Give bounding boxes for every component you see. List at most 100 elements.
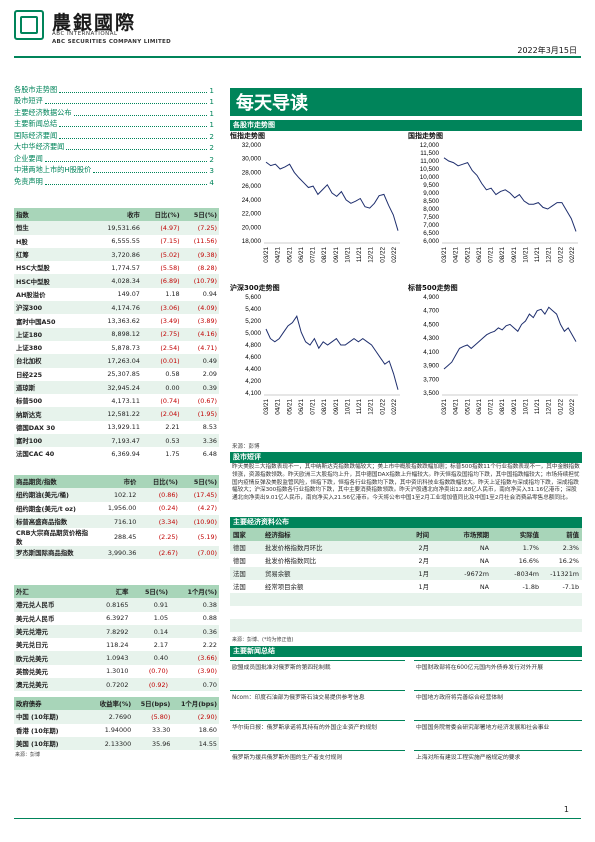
news-item[interactable]: 上海对所有建设工程实施严格规定的要求 [414, 750, 582, 780]
x-tick-label: 12/21 [368, 247, 375, 263]
table-cell: (3.90) [197, 667, 217, 676]
x-tick-label: 10/21 [522, 399, 529, 415]
table-cell: 美元兑日元 [16, 641, 48, 650]
table-cell: 33.30 [152, 726, 171, 735]
table-header-cell: 5日(%) [130, 585, 171, 599]
table-cell: (9.38) [181, 247, 219, 262]
econ-cell: -7.1b [562, 582, 579, 591]
y-tick-label: 20,000 [242, 224, 262, 231]
toc-item[interactable]: 中港两地上市的H股股价 3 [14, 164, 214, 175]
brand-name-cn: 農銀國際 [52, 12, 137, 34]
econ-header-cell: 前值 [542, 528, 582, 541]
table-cell: 中国 (10年期) [14, 710, 92, 724]
table-cell: 4,028.34 [91, 274, 142, 288]
econ-empty-cell [262, 619, 382, 632]
econ-cell: 1月 [382, 567, 432, 580]
table-cell: 0.91 [130, 598, 171, 612]
econ-empty-row [230, 593, 582, 606]
table-row: HSC大型股 1,774.57 (5.58) (8.28) [14, 261, 219, 274]
y-tick-label: 3,700 [423, 376, 439, 383]
table-row: AH股溢价 149.07 1.18 0.94 [14, 288, 219, 301]
table-header-cell: 5日(%) [181, 208, 219, 222]
toc-item-label: 企业要闻 [14, 153, 43, 163]
y-tick-label: 32,000 [242, 142, 262, 149]
charts-area: 恒指走势图 32,000 30,000 28,000 26,000 24,000 22,00… [230, 131, 582, 434]
table-cell: (4.97) [141, 221, 182, 235]
table-cell: 罗杰斯国际商品指数 [14, 546, 92, 560]
toc-leader [93, 172, 208, 173]
page-title: 每天导读 [236, 93, 308, 114]
chart-title: 国指走势图 [408, 132, 443, 140]
table-cell: (0.24) [158, 504, 178, 513]
x-tick-label: 09/21 [333, 247, 340, 263]
y-tick-label: 10,000 [420, 174, 440, 181]
table-cell: 香港 (10年期) [16, 726, 59, 735]
toc-item[interactable]: 主要经济数据公布 1 [14, 106, 214, 118]
news-item[interactable]: 中国国务院常委会研究部署地方经济发展和社会事业 [414, 720, 582, 750]
table-row: 澳元兑美元 0.7202 (0.92) 0.70 [14, 678, 219, 692]
brand-name-en: ABC INTERNATIONAL [52, 31, 118, 37]
table-cell: 0.53 [141, 434, 182, 448]
x-tick-label: 07/21 [310, 247, 317, 263]
table-cell: 0.38 [170, 598, 219, 612]
table-row: 美元兑日元 118.24 2.17 2.22 [14, 638, 219, 651]
toc-item[interactable]: 大中华经济要闻 2 [14, 141, 214, 152]
commentary-text: 昨天美股三大指数表现不一，其中纳斯达克指数跌幅较大；美上市中概股指数跌幅加剧；标… [232, 464, 580, 502]
news-item[interactable]: 华尔街日报：俄罗斯承诺将其持有的外国企业资产的规划 [230, 720, 405, 750]
econ-cell: 法国 [233, 583, 246, 591]
news-item[interactable]: 中国财政部将在600亿元国内外债券发行对外开展 [414, 660, 582, 690]
brand-subtitle-en: ABC SECURITIES COMPANY LIMITED [52, 39, 171, 45]
table-cell: 32,945.24 [91, 380, 142, 395]
econ-empty-cell [432, 593, 492, 606]
toc-item[interactable]: 国际经济要闻 2 [14, 129, 214, 141]
econ-source: 来源：彭博、(*均为修正值) [232, 637, 294, 643]
toc-item[interactable]: 股市短评 1 [14, 95, 214, 106]
y-tick-label: 4,900 [423, 294, 439, 301]
table-cell: (11.56) [193, 237, 217, 246]
y-tick-label: 28,000 [242, 169, 262, 176]
fx-table: 外汇 汇率 5日(%) 1个月(%) 港元兑人民币 0.8165 0.91 0.38 美元兑人民… [14, 585, 219, 692]
table-cell: (4.27) [197, 504, 217, 513]
table-cell: 149.07 [117, 290, 140, 299]
table-header-cell: 1个月(%) [170, 585, 219, 599]
table-cell: 102.12 [91, 488, 139, 502]
table-cell: 2.7690 [91, 710, 134, 724]
x-tick-label: 11/21 [356, 399, 363, 415]
table-row: 日经225 25,307.85 0.58 2.09 [14, 368, 219, 381]
news-item[interactable]: 欧盟成员国批准对俄罗斯的第四轮制裁 [230, 660, 405, 690]
table-cell: 0.8165 [91, 598, 131, 612]
table-cell: 法国CAC 40 [16, 450, 55, 459]
news-item[interactable]: 中国地方政府将完善综合经营体制 [414, 690, 582, 720]
y-tick-label: 6,000 [423, 238, 439, 245]
table-cell: 日经225 [16, 370, 43, 379]
table-cell: 35.96 [133, 736, 173, 751]
toc-item[interactable]: 免责声明 4 [14, 175, 214, 187]
econ-empty-row [230, 606, 582, 619]
table-row: HSC中型股 4,028.34 (6.89) (10.79) [14, 274, 219, 288]
toc-item[interactable]: 主要新闻总结 1 [14, 118, 214, 129]
table-cell: (8.28) [197, 263, 217, 272]
news-section-header: 主要新闻总结 [230, 646, 582, 657]
x-tick-label: 02/22 [391, 247, 398, 263]
toc-item[interactable]: 企业要闻 2 [14, 152, 214, 164]
table-cell: 英镑兑美元 [16, 667, 48, 676]
news-item[interactable]: 俄罗斯为援兵俄罗斯外围的生产者支付规则 [230, 750, 405, 780]
table-header-cell: 日比(%) [138, 475, 180, 489]
table-cell: (3.34) [138, 514, 180, 529]
toc-item[interactable]: 各股市走势图 1 [14, 83, 214, 95]
table-cell: 3.36 [181, 434, 219, 448]
toc-leader [59, 126, 208, 127]
table-row: 纽约期油(美元/桶) 102.12 (0.86) (17.45) [14, 488, 219, 502]
table-row: 标普高盛商品指数 716.10 (3.34) (10.90) [14, 514, 219, 529]
toc-item-label: 主要新闻总结 [14, 119, 58, 128]
table-cell: (0.01) [141, 354, 182, 368]
table-cell: 8.53 [202, 423, 217, 432]
x-tick-label: 07/21 [310, 399, 317, 415]
econ-empty-cell [230, 619, 262, 632]
y-tick-label: 7,000 [423, 222, 439, 229]
table-cell: (4.16) [181, 327, 219, 341]
report-date: 2022年3月15日 [517, 46, 577, 55]
y-tick-label: 10,500 [420, 166, 440, 173]
econ-row: 德国 批发价格指数同比 2月 NA 16.6% 16.2% [230, 554, 582, 567]
news-item[interactable]: Ncom：印度石油部为俄罗斯石油交易提供参考信息 [230, 690, 405, 720]
